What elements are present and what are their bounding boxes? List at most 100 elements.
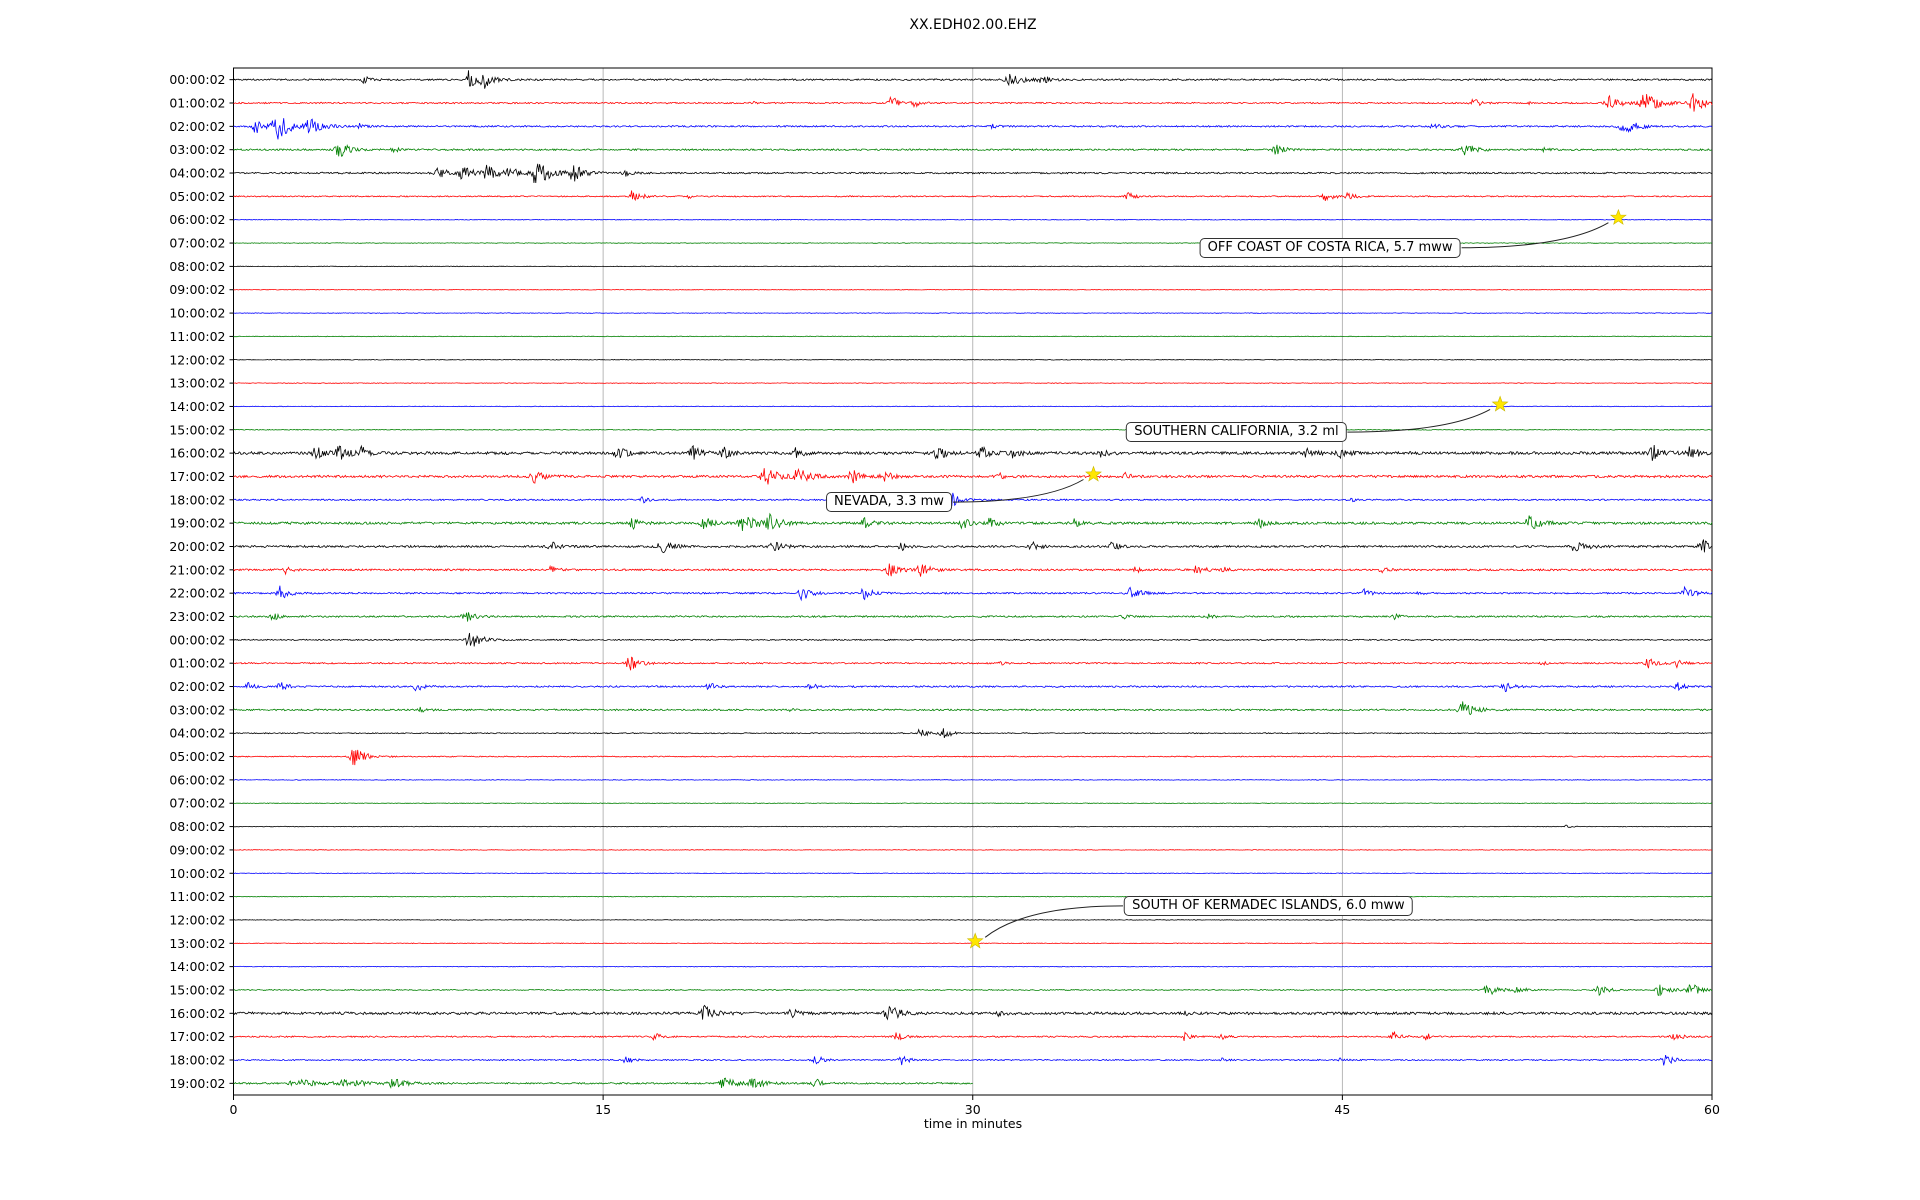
trace-row [233, 824, 1713, 828]
trace-row [233, 1031, 1713, 1041]
trace-row [233, 118, 1713, 140]
row-label: 10:00:02 [169, 306, 225, 321]
trace-row [233, 585, 1713, 602]
row-label: 07:00:02 [169, 796, 225, 811]
row-label: 09:00:02 [169, 842, 225, 857]
trace-row [233, 382, 1713, 384]
row-label: 14:00:02 [169, 959, 225, 974]
row-label: 04:00:02 [169, 726, 225, 741]
figure-title: XX.EDH02.00.EHZ [909, 17, 1037, 33]
event-annotation: SOUTHERN CALIFORNIA, 3.2 ml [1126, 422, 1347, 443]
trace-row [233, 288, 1713, 291]
row-label: 16:00:02 [169, 1006, 225, 1021]
row-label: 16:00:02 [169, 446, 225, 461]
row-label: 00:00:02 [169, 632, 225, 647]
row-label: 20:00:02 [169, 539, 225, 554]
row-label: 18:00:02 [169, 1052, 225, 1067]
trace-row [233, 632, 1712, 647]
trace-row [233, 1077, 973, 1089]
row-label: 13:00:02 [169, 936, 225, 951]
trace-row [233, 467, 1713, 485]
trace-row [233, 492, 1713, 507]
row-label: 18:00:02 [169, 492, 225, 507]
row-label: 02:00:02 [169, 119, 225, 134]
event-connector [984, 905, 1124, 938]
trace-row [233, 563, 1713, 577]
row-label: 03:00:02 [169, 702, 225, 717]
trace-row [233, 218, 1713, 221]
row-label: 08:00:02 [169, 259, 225, 274]
trace-row [233, 405, 1713, 408]
trace-row [233, 701, 1713, 716]
row-label: 02:00:02 [169, 679, 225, 694]
row-label: 06:00:02 [169, 212, 225, 227]
event-connector [1461, 222, 1609, 249]
trace-row [233, 70, 1713, 89]
row-label: 17:00:02 [169, 1029, 225, 1044]
row-label: 00:00:02 [169, 72, 225, 87]
trace-row [233, 656, 1713, 671]
x-tick-label: 45 [1334, 1102, 1350, 1117]
row-label: 14:00:02 [169, 399, 225, 414]
x-tick-label: 0 [230, 1102, 238, 1117]
trace-row [233, 802, 1713, 804]
row-label: 01:00:02 [169, 656, 225, 671]
trace-row [233, 612, 1713, 622]
row-label: 12:00:02 [169, 912, 225, 927]
x-tick-label: 30 [965, 1102, 981, 1117]
row-label: 19:00:02 [169, 1076, 225, 1091]
row-label: 11:00:02 [169, 329, 225, 344]
trace-row [233, 1004, 1713, 1021]
trace-row [233, 93, 1713, 112]
trace-row [233, 444, 1713, 461]
event-star-icon [1491, 395, 1509, 412]
row-label: 09:00:02 [169, 282, 225, 297]
event-connector [1347, 408, 1491, 433]
row-label: 17:00:02 [169, 469, 225, 484]
row-label: 13:00:02 [169, 376, 225, 391]
trace-row [233, 335, 1712, 338]
trace-row [233, 539, 1713, 554]
event-annotation: OFF COAST OF COSTA RICA, 5.7 mww [1199, 237, 1461, 258]
row-label: 21:00:02 [169, 562, 225, 577]
row-label: 03:00:02 [169, 142, 225, 157]
trace-row [233, 143, 1713, 157]
row-label: 15:00:02 [169, 982, 225, 997]
trace-row [233, 163, 1713, 184]
trace-row [233, 359, 1713, 361]
row-label: 23:00:02 [169, 609, 225, 624]
row-label: 22:00:02 [169, 586, 225, 601]
row-label: 19:00:02 [169, 516, 225, 531]
row-label: 07:00:02 [169, 236, 225, 251]
trace-row [233, 681, 1713, 693]
event-connector [952, 479, 1084, 503]
row-label: 10:00:02 [169, 866, 225, 881]
event-annotation: SOUTH OF KERMADEC ISLANDS, 6.0 mww [1124, 895, 1413, 916]
x-axis-label: time in minutes [923, 1116, 1023, 1131]
trace-row [233, 512, 1713, 532]
trace-row [233, 312, 1713, 314]
trace-row [233, 849, 1713, 851]
row-label: 08:00:02 [169, 819, 225, 834]
trace-row [233, 919, 1713, 921]
x-tick-label: 60 [1704, 1102, 1720, 1117]
row-label: 11:00:02 [169, 889, 225, 904]
trace-row [233, 265, 1713, 268]
row-label: 15:00:02 [169, 422, 225, 437]
trace-row [233, 984, 1713, 997]
trace-row [233, 190, 1712, 202]
trace-row [233, 779, 1713, 781]
trace-row [233, 965, 1713, 968]
row-label: 04:00:02 [169, 166, 225, 181]
trace-row [233, 749, 1713, 766]
event-star-icon [1085, 465, 1102, 482]
row-label: 12:00:02 [169, 352, 225, 367]
row-label: 01:00:02 [169, 96, 225, 111]
row-label: 06:00:02 [169, 772, 225, 787]
trace-row [233, 895, 1713, 898]
event-star-icon [966, 932, 984, 949]
trace-row [233, 242, 1713, 244]
event-annotation: NEVADA, 3.3 mw [825, 492, 952, 513]
